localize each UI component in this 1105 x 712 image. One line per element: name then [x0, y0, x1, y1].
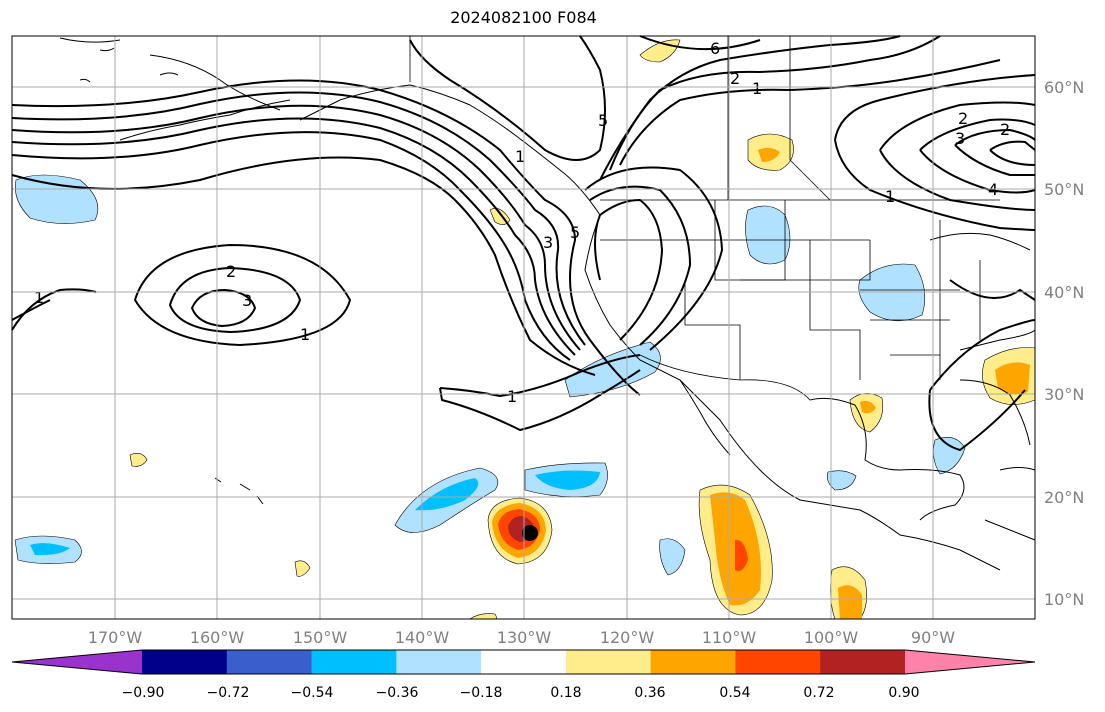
colorbar-segment: [650, 650, 736, 674]
latitude-labels: 60°N 50°N 40°N 30°N 20°N 10°N: [1044, 78, 1084, 609]
longitude-labels: 170°W 160°W 150°W 140°W 130°W 120°W 110°…: [88, 628, 955, 647]
contour-label: 2: [730, 69, 740, 88]
contour-label: 2: [958, 109, 968, 128]
colorbar-segment: [735, 650, 821, 674]
colorbar-tick-label: 0.54: [719, 685, 750, 701]
lon-label: 100°W: [804, 628, 859, 647]
colorbar-tick-label: −0.54: [291, 685, 334, 701]
lat-label: 60°N: [1044, 78, 1084, 97]
anomaly-yellow-4: [129, 453, 148, 467]
map-title: 2024082100 F084: [450, 8, 597, 27]
lon-label: 140°W: [395, 628, 450, 647]
colorbar-tick-label: −0.90: [122, 685, 165, 701]
shaded-anomalies: [14, 39, 1036, 620]
lon-label: 120°W: [600, 628, 655, 647]
lon-label: 170°W: [88, 628, 143, 647]
lon-label: 160°W: [190, 628, 245, 647]
anomaly-blue-7: [827, 470, 857, 491]
hurricane-center-marker: [522, 525, 538, 541]
colorbar-segment: [820, 650, 906, 674]
lon-label: 130°W: [497, 628, 552, 647]
lon-label: 110°W: [702, 628, 757, 647]
anomaly-blue-6: [659, 538, 686, 576]
contour-label: 2: [226, 262, 236, 281]
colorbar-extend-low: [12, 650, 142, 674]
contour-label: 1: [300, 325, 310, 344]
coastlines: [59, 37, 1036, 571]
anomaly-yellow-5: [294, 560, 311, 577]
contour-label: 1: [885, 187, 895, 206]
map-frame: [11, 35, 1036, 620]
colorbar-extend-high: [905, 650, 1035, 674]
contour-label: 5: [570, 223, 580, 242]
colorbar-tick-label: 0.72: [803, 685, 834, 701]
colorbar-tick-label: −0.36: [376, 685, 419, 701]
contour-label: 5: [598, 111, 608, 130]
lat-label: 50°N: [1044, 180, 1084, 199]
anomaly-blue-4: [745, 205, 791, 265]
colorbar-tick-label: 0.36: [634, 685, 665, 701]
contour-label: 3: [543, 233, 553, 252]
lat-label: 20°N: [1044, 488, 1084, 507]
contour-label: 1: [515, 147, 525, 166]
colorbar-segment: [226, 650, 313, 674]
gridlines: [12, 36, 1035, 619]
colorbar-segment: [481, 650, 567, 674]
contour-label: 3: [242, 291, 252, 310]
colorbar-segment: [565, 650, 652, 674]
colorbar-tick-label: 0.18: [550, 685, 581, 701]
contour-label: 1: [752, 79, 762, 98]
borders: [409, 36, 1000, 401]
contour-label: 1: [507, 387, 517, 406]
colorbar-outline: [11, 649, 1036, 675]
colorbar: [11, 649, 1036, 675]
colorbar-segment: [311, 650, 397, 674]
contour-label: 3: [955, 129, 965, 148]
colorbar-tick-label: −0.18: [460, 685, 503, 701]
contour-label: 1: [34, 288, 44, 307]
colorbar-ticks: −0.90 −0.72 −0.54 −0.36 −0.18 0.18 0.36 …: [122, 685, 920, 701]
colorbar-tick-label: −0.72: [207, 685, 250, 701]
contour-label: 6: [710, 39, 720, 58]
colorbar-segment: [142, 650, 228, 674]
anomaly-blue-8: [933, 437, 966, 475]
colorbar-tick-label: 0.90: [888, 685, 919, 701]
contour-label: 2: [1000, 120, 1010, 139]
lon-label: 90°W: [911, 628, 955, 647]
colorbar-segment: [396, 650, 482, 674]
contour-lines: [11, 35, 1036, 452]
lat-label: 30°N: [1044, 385, 1084, 404]
lat-label: 40°N: [1044, 283, 1084, 302]
lon-label: 150°W: [293, 628, 348, 647]
lat-label: 10°N: [1044, 590, 1084, 609]
